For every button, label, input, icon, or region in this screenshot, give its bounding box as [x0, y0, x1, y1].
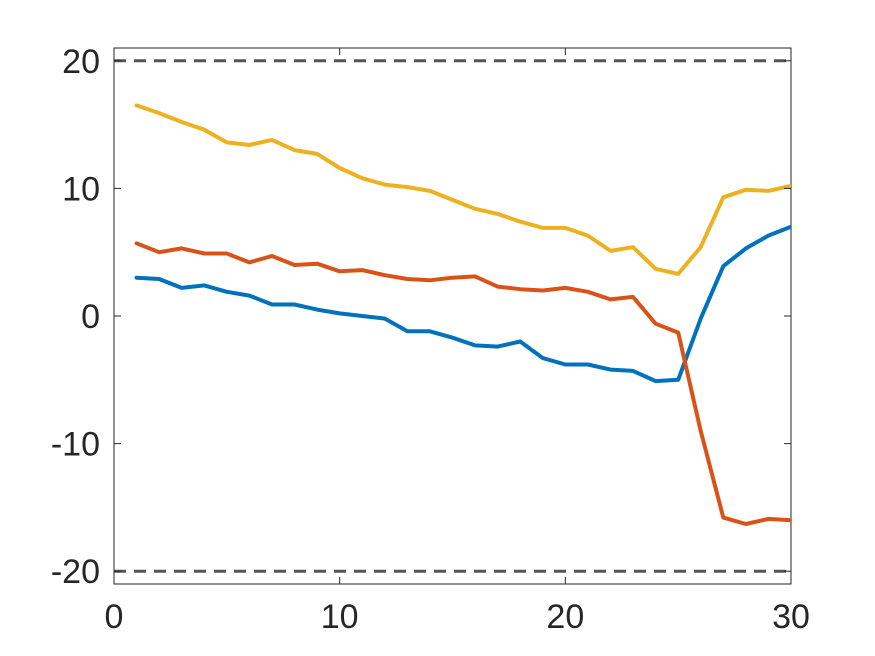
reference-lines — [114, 59, 791, 573]
axes-frame — [113, 47, 792, 585]
y-axis: 20 10 0 -10 -20 — [51, 43, 791, 591]
x-tick-label: 20 — [546, 598, 584, 636]
x-tick-label: 30 — [772, 598, 810, 636]
x-tick-label: 0 — [105, 598, 124, 636]
y-tick-label: -10 — [51, 426, 100, 464]
series-line-1 — [134, 241, 791, 526]
x-axis: 0 10 20 30 — [105, 48, 810, 636]
series-lines — [134, 103, 791, 526]
y-tick-label: 0 — [81, 298, 100, 336]
series-line-2 — [134, 103, 791, 276]
series-line-0 — [134, 224, 791, 384]
x-tick-label: 10 — [321, 598, 359, 636]
y-tick-label: 20 — [62, 43, 100, 81]
y-tick-label: 10 — [62, 170, 100, 208]
y-tick-label: -20 — [51, 553, 100, 591]
